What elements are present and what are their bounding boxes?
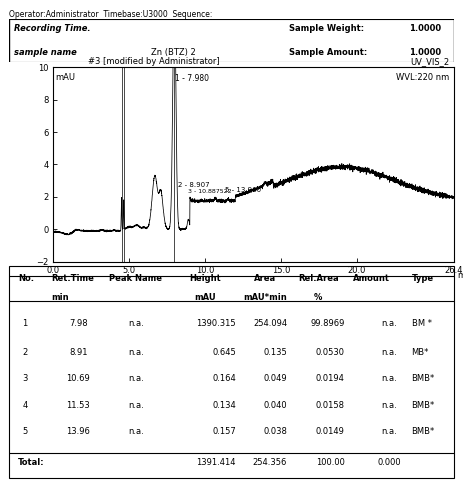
- Text: 5: 5: [22, 427, 27, 436]
- Text: 2: 2: [22, 348, 27, 357]
- Text: 13.96: 13.96: [66, 427, 90, 436]
- Text: Sample Weight:: Sample Weight:: [289, 24, 364, 34]
- Text: sample name: sample name: [14, 48, 76, 57]
- Text: 0.157: 0.157: [212, 427, 236, 436]
- Text: 254.356: 254.356: [253, 457, 287, 467]
- Text: 1391.414: 1391.414: [196, 457, 236, 467]
- Text: 3: 3: [22, 374, 27, 383]
- Text: min: min: [51, 293, 69, 302]
- Text: 0.0530: 0.0530: [316, 348, 345, 357]
- Text: mAU*min: mAU*min: [243, 293, 287, 302]
- Text: 0.049: 0.049: [263, 374, 287, 383]
- Text: 0.134: 0.134: [212, 400, 236, 409]
- Text: n.a.: n.a.: [128, 348, 144, 357]
- Text: 0.0158: 0.0158: [316, 400, 345, 409]
- Text: 2 - 8.907: 2 - 8.907: [178, 182, 209, 188]
- Text: n.a.: n.a.: [382, 348, 397, 357]
- Text: n.a.: n.a.: [128, 319, 144, 328]
- Text: n.a.: n.a.: [128, 374, 144, 383]
- Text: BMB*: BMB*: [412, 374, 435, 383]
- Text: 1.0000: 1.0000: [409, 24, 441, 34]
- Text: WVL:220 nm: WVL:220 nm: [396, 73, 450, 82]
- Text: 0.135: 0.135: [263, 348, 287, 357]
- Text: Peak Name: Peak Name: [109, 274, 162, 283]
- Text: Amount: Amount: [353, 274, 390, 283]
- Text: 3 - 10.887522: 3 - 10.887522: [188, 189, 231, 194]
- Text: 5 - 13.960: 5 - 13.960: [225, 187, 262, 193]
- Text: 0.0194: 0.0194: [316, 374, 345, 383]
- Text: 0.040: 0.040: [263, 400, 287, 409]
- Text: n.a.: n.a.: [382, 374, 397, 383]
- Text: 7.98: 7.98: [69, 319, 88, 328]
- Text: mAU: mAU: [55, 73, 75, 82]
- Text: Recording Time.: Recording Time.: [14, 24, 90, 34]
- Text: mAU: mAU: [194, 293, 216, 302]
- Text: 8.91: 8.91: [69, 348, 88, 357]
- Text: Sample Amount:: Sample Amount:: [289, 48, 368, 57]
- Text: 10.69: 10.69: [66, 374, 90, 383]
- Text: 1.0000: 1.0000: [409, 48, 441, 57]
- Text: 0.038: 0.038: [263, 427, 287, 436]
- Text: #3 [modified by Administrator]: #3 [modified by Administrator]: [88, 57, 219, 66]
- Text: MB*: MB*: [412, 348, 429, 357]
- Text: n.a.: n.a.: [382, 427, 397, 436]
- Text: 0.164: 0.164: [212, 374, 236, 383]
- Text: %: %: [314, 293, 322, 302]
- Text: 11.53: 11.53: [66, 400, 90, 409]
- Text: 254.094: 254.094: [253, 319, 287, 328]
- Text: Zn (BTZ) 2: Zn (BTZ) 2: [151, 48, 196, 57]
- Text: 1 - 7.980: 1 - 7.980: [175, 74, 209, 84]
- Text: Type: Type: [412, 274, 434, 283]
- Text: 0.000: 0.000: [377, 457, 401, 467]
- Text: Rel.Area: Rel.Area: [298, 274, 338, 283]
- Text: n.a.: n.a.: [128, 400, 144, 409]
- Text: No.: No.: [18, 274, 34, 283]
- Text: 1: 1: [22, 319, 27, 328]
- Text: Ret.Time: Ret.Time: [51, 274, 94, 283]
- Text: 0.0149: 0.0149: [316, 427, 345, 436]
- Text: BMB*: BMB*: [412, 427, 435, 436]
- Text: UV_VIS_2: UV_VIS_2: [411, 57, 450, 66]
- Text: Area: Area: [254, 274, 276, 283]
- Text: 99.8969: 99.8969: [311, 319, 345, 328]
- Text: 4: 4: [22, 400, 27, 409]
- Text: n.a.: n.a.: [128, 427, 144, 436]
- Text: Operator:Administrator  Timebase:U3000  Sequence:: Operator:Administrator Timebase:U3000 Se…: [9, 10, 213, 19]
- Text: 0.645: 0.645: [212, 348, 236, 357]
- Text: n.a.: n.a.: [382, 319, 397, 328]
- Text: 100.00: 100.00: [316, 457, 345, 467]
- Text: 1390.315: 1390.315: [196, 319, 236, 328]
- Text: BM *: BM *: [412, 319, 432, 328]
- Text: BMB*: BMB*: [412, 400, 435, 409]
- Text: n.a.: n.a.: [382, 400, 397, 409]
- Text: min: min: [458, 271, 463, 280]
- Text: Total:: Total:: [18, 457, 45, 467]
- Text: Height: Height: [189, 274, 221, 283]
